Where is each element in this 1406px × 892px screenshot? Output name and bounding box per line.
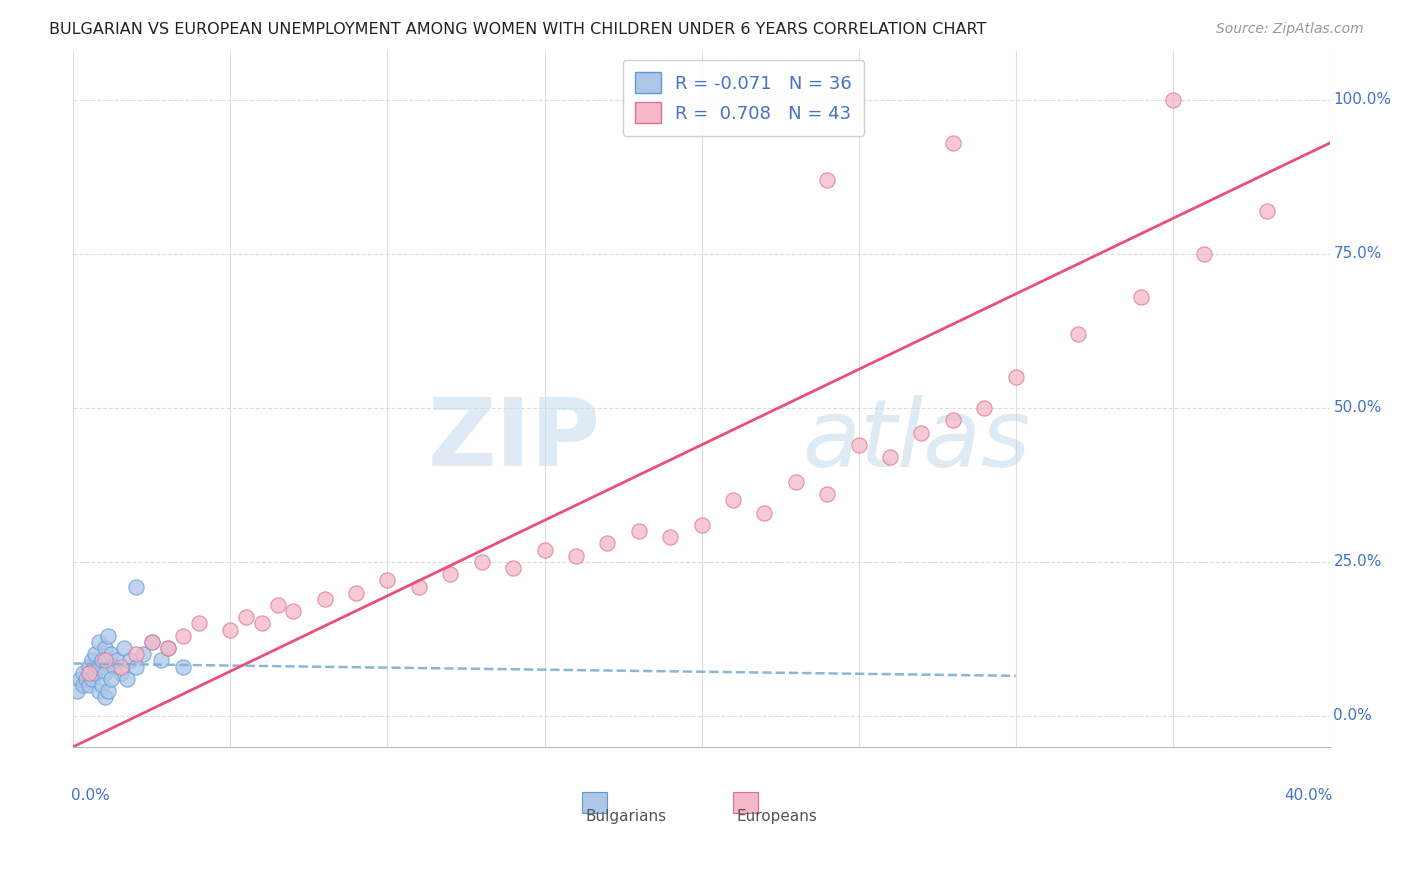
Text: Source: ZipAtlas.com: Source: ZipAtlas.com (1216, 22, 1364, 37)
Point (77, 678, 100, 692)
Point (97, 684, 120, 698)
Point (69, 672, 91, 686)
Point (141, 635, 163, 649)
Point (118, 653, 141, 667)
Point (94, 665, 117, 680)
Point (344, 585, 367, 599)
Point (1161, 93, 1184, 107)
Point (125, 647, 148, 661)
Text: BULGARIAN VS EUROPEAN UNEMPLOYMENT AMONG WOMEN WITH CHILDREN UNDER 6 YEARS CORRE: BULGARIAN VS EUROPEAN UNEMPLOYMENT AMONG… (49, 22, 987, 37)
Point (90, 678, 112, 692)
Point (266, 598, 288, 612)
Text: 25.0%: 25.0% (1333, 555, 1382, 569)
Text: 50.0%: 50.0% (1333, 401, 1382, 416)
Point (596, 536, 619, 550)
Point (250, 616, 273, 631)
Point (75, 672, 97, 686)
Point (172, 659, 194, 673)
Point (82, 672, 104, 686)
Point (1256, 203, 1278, 218)
Point (973, 401, 995, 415)
FancyBboxPatch shape (733, 792, 758, 813)
Point (1192, 247, 1215, 261)
Point (112, 641, 135, 656)
Point (84, 665, 107, 680)
Text: ZIP: ZIP (429, 394, 602, 486)
Point (172, 629, 194, 643)
Point (659, 530, 682, 544)
Point (110, 665, 132, 680)
Point (82, 653, 104, 667)
Point (815, 487, 838, 501)
FancyBboxPatch shape (582, 792, 607, 813)
Point (103, 659, 125, 673)
Point (1067, 326, 1090, 341)
Point (1130, 290, 1153, 304)
Legend: R = -0.071   N = 36, R =  0.708   N = 43: R = -0.071 N = 36, R = 0.708 N = 43 (623, 60, 865, 136)
Point (408, 580, 430, 594)
Text: 0.0%: 0.0% (1333, 708, 1372, 723)
Point (100, 647, 122, 661)
Point (879, 450, 901, 465)
Point (125, 580, 148, 594)
Point (94, 653, 117, 667)
Point (533, 542, 555, 557)
Point (471, 555, 494, 569)
Text: 75.0%: 75.0% (1333, 246, 1382, 261)
Point (87, 635, 110, 649)
Point (87, 659, 110, 673)
Point (90, 653, 112, 667)
Text: 100.0%: 100.0% (1333, 93, 1392, 107)
Point (72, 678, 94, 692)
Point (100, 672, 122, 686)
Point (502, 561, 524, 575)
Point (219, 623, 242, 637)
Point (156, 641, 179, 656)
Point (377, 574, 399, 588)
Point (94, 641, 117, 656)
Point (94, 690, 117, 705)
Point (77, 659, 100, 673)
Point (283, 604, 305, 618)
Point (910, 425, 932, 440)
Point (235, 610, 257, 624)
Point (565, 549, 588, 563)
Point (150, 653, 173, 667)
Point (785, 475, 807, 489)
Text: 40.0%: 40.0% (1284, 789, 1333, 804)
Point (65, 684, 87, 698)
Point (77, 665, 100, 680)
Point (110, 659, 132, 673)
Point (627, 524, 650, 538)
Point (115, 672, 138, 686)
Text: 0.0%: 0.0% (70, 789, 110, 804)
Point (84, 647, 107, 661)
Point (1004, 370, 1026, 384)
Point (188, 616, 211, 631)
Text: Bulgarians: Bulgarians (586, 809, 666, 824)
Point (314, 591, 336, 606)
Point (97, 629, 120, 643)
Point (942, 413, 965, 427)
Point (942, 136, 965, 150)
Point (87, 684, 110, 698)
Point (72, 665, 94, 680)
Point (439, 567, 461, 582)
Point (848, 438, 870, 452)
Point (105, 653, 128, 667)
Point (754, 506, 776, 520)
Point (815, 173, 838, 187)
Text: Europeans: Europeans (737, 809, 817, 824)
Point (125, 659, 148, 673)
Point (131, 647, 153, 661)
Point (721, 493, 744, 508)
Point (690, 517, 713, 532)
Point (141, 635, 163, 649)
Point (156, 641, 179, 656)
Text: atlas: atlas (801, 395, 1031, 486)
